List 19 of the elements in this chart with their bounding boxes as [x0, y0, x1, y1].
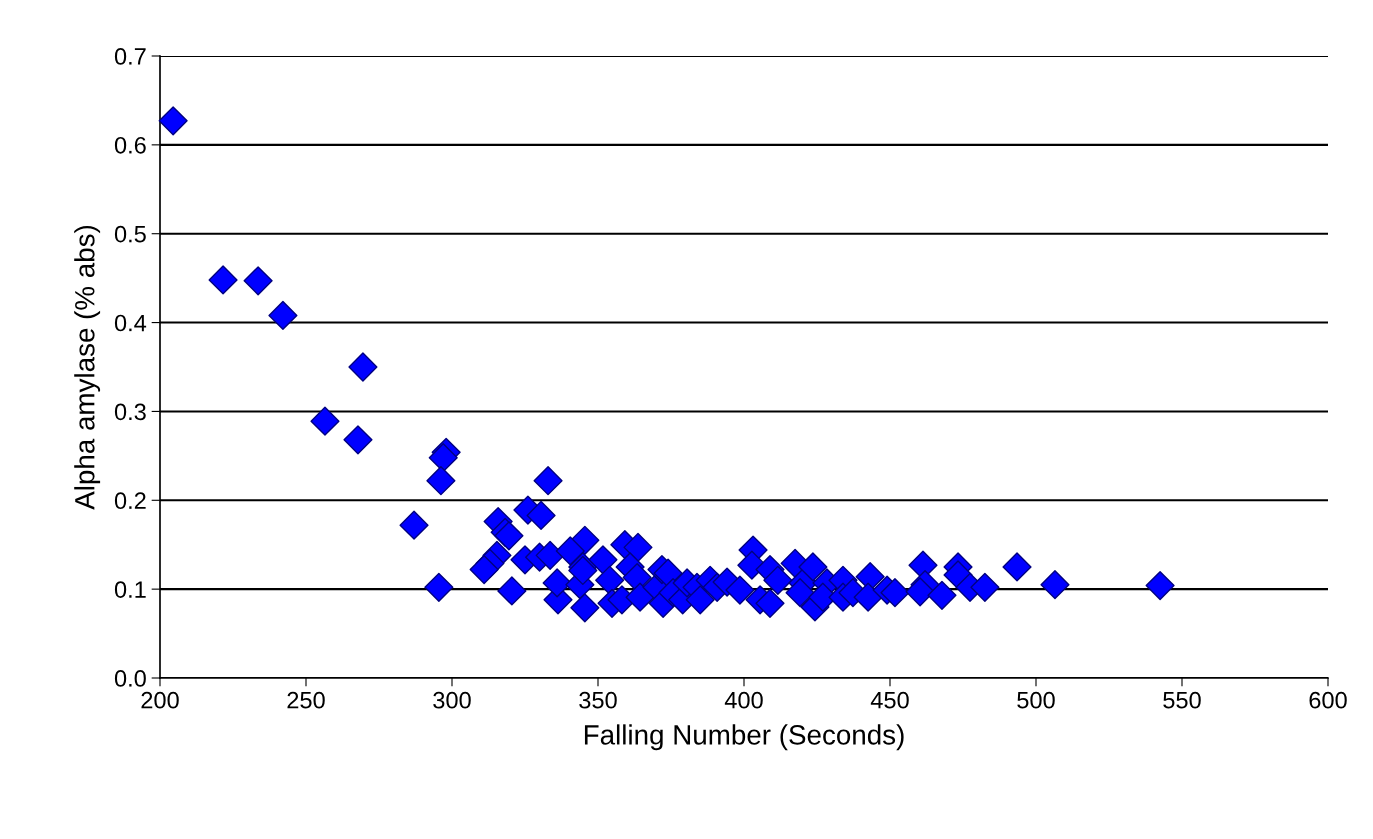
x-tick-label: 600	[1309, 691, 1347, 709]
y-tick-label: 0.7	[114, 48, 146, 65]
x-tick-label: 250	[287, 691, 325, 709]
y-tick-label: 0.1	[114, 581, 146, 598]
x-tick-label: 400	[724, 691, 763, 709]
y-axis-title: Alpha amylase (% abs)	[74, 225, 101, 510]
x-axis-title: Falling Number (Seconds)	[584, 724, 904, 751]
x-tick-label: 550	[1163, 691, 1201, 709]
y-tick-label: 0.2	[114, 492, 146, 510]
x-tick-label: 300	[433, 691, 471, 709]
x-tick-label: 450	[870, 691, 909, 709]
y-tick-label: 0.6	[114, 136, 146, 154]
y-tick-label: 0.5	[114, 225, 146, 243]
x-tick-label: 500	[1017, 691, 1055, 709]
y-tick-label: 0.3	[114, 403, 146, 421]
x-tick-label: 350	[579, 691, 617, 709]
y-tick-label: 0.4	[114, 314, 147, 332]
y-tick-label: 0.0	[114, 670, 146, 687]
x-tick-label: 200	[141, 691, 179, 709]
